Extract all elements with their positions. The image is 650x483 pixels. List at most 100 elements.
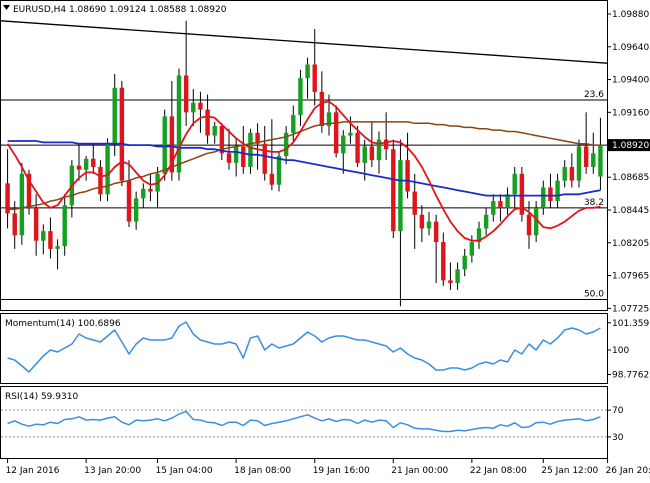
candle-up: [483, 214, 489, 229]
price-tick-label: 1.09160: [612, 108, 649, 118]
momentum-tick-label: 100: [612, 346, 629, 356]
candle-up: [191, 102, 196, 113]
candle-down: [412, 191, 417, 215]
candle-down: [391, 149, 396, 232]
candle-down: [91, 158, 96, 167]
current-price-marker: [608, 139, 650, 152]
candle-up: [376, 139, 382, 161]
candle-down: [255, 132, 260, 144]
price-tick-label: 1.09880: [612, 10, 649, 20]
fib-level-label: 23.6: [584, 90, 604, 100]
candle-up: [112, 87, 117, 144]
candle-down: [33, 207, 39, 241]
candle-up: [591, 153, 596, 167]
candle-down: [5, 183, 10, 214]
candle-down: [312, 64, 317, 92]
candle-up: [462, 255, 467, 270]
candle-up: [555, 180, 560, 202]
time-tick-label: 12 Jan 2016: [6, 466, 60, 476]
candle-up: [362, 146, 367, 163]
current-price-label: 1.08920: [612, 141, 649, 151]
price-tick-label: 1.08685: [612, 173, 649, 183]
candle-up: [41, 231, 46, 241]
candle-down: [48, 231, 53, 249]
candle-up: [233, 146, 239, 163]
time-tick-label: 22 Jan 08:00: [470, 466, 527, 476]
candle-down: [448, 280, 453, 284]
price-tick-label: 1.09640: [612, 43, 649, 53]
candle-up: [426, 221, 432, 229]
rsi-panel-frame: [0, 386, 608, 459]
candle-down: [333, 112, 339, 154]
candle-up: [469, 242, 475, 256]
candle-down: [226, 153, 232, 163]
candle-down: [569, 166, 575, 181]
candle-down: [369, 146, 375, 161]
momentum-panel-header: Momentum(14) 100.6896: [5, 319, 121, 329]
candle-down: [26, 173, 32, 208]
candle-down: [519, 173, 525, 215]
rsi-tick-label: 30: [612, 433, 624, 443]
candle-down: [119, 87, 125, 181]
candle-up: [398, 160, 403, 232]
ma-fast-line: [6, 100, 601, 242]
rsi-plot: 70 30: [1, 406, 624, 443]
momentum-panel-frame: [0, 313, 608, 384]
price-tick-label: 1.08445: [612, 206, 649, 216]
time-tick-label: 25 Jan 12:00: [541, 466, 598, 476]
candle-up: [598, 145, 603, 177]
price-tick-label: 1.08205: [612, 239, 649, 249]
candle-up: [348, 132, 353, 136]
momentum-line: [7, 321, 601, 373]
candle-up: [505, 194, 510, 208]
candle-down: [148, 188, 153, 192]
price-panel-frame: [0, 0, 608, 311]
ma-slow-line: [7, 140, 601, 197]
time-axis: 12 Jan 2016 13 Jan 20:00 15 Jan 04:00 18 Ja…: [6, 459, 650, 476]
candle-up: [248, 132, 253, 167]
candle-down: [205, 109, 210, 136]
candle-up: [62, 205, 67, 247]
momentum-tick-label: 98.7762: [612, 370, 649, 380]
candle-up: [341, 135, 346, 154]
candle-up: [491, 201, 496, 215]
fib-level-label: 38.2: [584, 198, 604, 208]
time-tick-label: 15 Jan 04:00: [156, 466, 213, 476]
rsi-panel-header: RSI(14) 59.9310: [5, 392, 78, 402]
candle-up: [133, 198, 139, 222]
candle-down: [383, 139, 389, 150]
candle-down: [405, 160, 410, 192]
candle-up: [455, 269, 460, 284]
candle-up: [291, 115, 296, 133]
candle-down: [262, 143, 267, 174]
candle-down: [76, 165, 82, 170]
candle-down: [183, 75, 189, 113]
candle-up: [276, 156, 282, 185]
candle-down: [498, 201, 503, 208]
candle-down: [548, 187, 553, 202]
ma-mid-line: [7, 121, 601, 211]
rsi-line: [7, 410, 601, 433]
candle-down: [583, 146, 589, 167]
candle-down: [355, 132, 360, 163]
time-tick-label: 19 Jan 16:00: [313, 466, 370, 476]
candle-down: [319, 91, 325, 126]
candle-up: [298, 78, 303, 116]
candle-up: [83, 158, 89, 170]
candle-down: [433, 221, 439, 243]
candle-up: [512, 173, 517, 195]
candle-down: [169, 116, 175, 173]
candle-down: [98, 166, 103, 195]
candle-up: [562, 166, 567, 181]
candle-up: [176, 75, 182, 173]
price-plot: 1.09880 1.09640 1.09400 1.09160 1.08920 1.086…: [0, 10, 650, 314]
candle-down: [219, 125, 225, 154]
candle-up: [55, 246, 60, 249]
time-tick-label: 26 Jan 20:00: [606, 466, 650, 476]
candle-down: [198, 102, 203, 110]
price-panel-header: EURUSD,H4 1.08690 1.09124 1.08588 1.0892…: [13, 5, 227, 15]
collapse-triangle-icon[interactable]: [3, 5, 10, 10]
fib-level-label: 50.0: [584, 289, 604, 299]
